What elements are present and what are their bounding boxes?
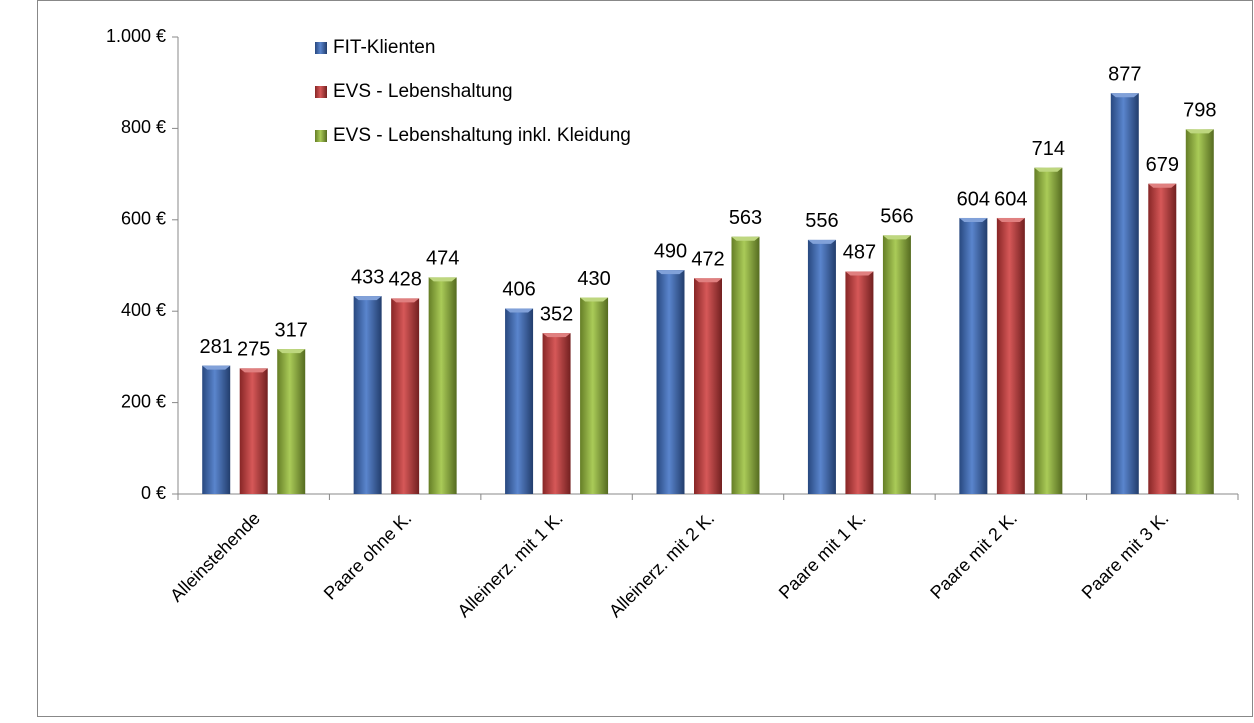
bar-top: [996, 217, 1025, 222]
data-label: 798: [1183, 100, 1216, 122]
bar-top: [428, 277, 457, 282]
legend-swatch: [315, 42, 327, 54]
bar: [731, 236, 760, 495]
y-tick-label: 200 €: [121, 391, 166, 411]
bar: [996, 217, 1025, 495]
bar: [428, 277, 457, 494]
chart-frame: [37, 0, 1253, 717]
bar-top: [882, 235, 911, 240]
data-label: 604: [994, 188, 1027, 210]
bar-top: [656, 270, 685, 275]
legend-swatch: [315, 86, 327, 98]
bar-top: [505, 308, 534, 313]
bar: [882, 235, 911, 494]
data-label: 487: [843, 242, 876, 264]
bar: [807, 239, 836, 494]
legend-label: FIT-Klienten: [333, 37, 435, 58]
data-label: 714: [1032, 138, 1065, 160]
data-label: 428: [388, 269, 421, 291]
bar-top: [580, 297, 609, 302]
y-tick-label: 0 €: [141, 483, 166, 503]
y-tick-label: 600 €: [121, 209, 166, 229]
legend-label: EVS - Lebenshaltung: [333, 81, 513, 102]
bar: [505, 308, 534, 494]
bar-top: [353, 296, 382, 301]
data-label: 604: [957, 188, 990, 210]
legend-swatch: [315, 130, 327, 142]
bar: [391, 298, 420, 494]
bar: [542, 333, 571, 494]
bar: [353, 296, 382, 494]
data-label: 877: [1108, 63, 1141, 85]
bar: [845, 271, 874, 494]
y-tick-label: 800 €: [121, 117, 166, 137]
bar-top: [845, 271, 874, 276]
y-tick-label: 400 €: [121, 300, 166, 320]
data-label: 566: [880, 206, 913, 228]
data-label: 281: [200, 336, 233, 358]
legend-label: EVS - Lebenshaltung inkl. Kleidung: [333, 125, 631, 146]
data-label: 490: [654, 240, 687, 262]
bar: [1148, 183, 1177, 494]
bar-top: [1110, 93, 1139, 98]
bar: [1110, 93, 1139, 494]
bar: [1034, 167, 1063, 494]
data-label: 317: [275, 319, 308, 341]
bar: [656, 270, 685, 494]
bar: [239, 368, 268, 494]
bar-top: [694, 278, 722, 283]
bar: [1185, 129, 1214, 494]
y-tick-label: 1.000 €: [106, 26, 166, 46]
bar-top: [202, 365, 231, 370]
data-label: 406: [502, 279, 535, 301]
bar-top: [1185, 129, 1214, 134]
bar-top: [959, 217, 988, 222]
bar-top: [1034, 167, 1063, 172]
bar-top: [391, 298, 420, 303]
bar-top: [1148, 183, 1177, 188]
data-label: 679: [1146, 154, 1179, 176]
bar: [959, 217, 988, 495]
bar-top: [542, 333, 571, 338]
bar: [580, 297, 609, 494]
data-label: 556: [805, 210, 838, 232]
bar-top: [731, 236, 760, 241]
data-label: 433: [351, 266, 384, 288]
bar-top: [807, 239, 836, 244]
bar-top: [239, 368, 268, 373]
data-label: 430: [577, 268, 610, 290]
data-label: 352: [540, 303, 573, 325]
data-label: 472: [691, 249, 724, 271]
data-label: 563: [729, 207, 762, 229]
bar-top: [277, 349, 306, 354]
bar: [202, 365, 231, 494]
bar: [694, 278, 722, 494]
data-label: 474: [426, 248, 459, 270]
data-label: 275: [237, 339, 270, 361]
bar: [277, 349, 306, 494]
